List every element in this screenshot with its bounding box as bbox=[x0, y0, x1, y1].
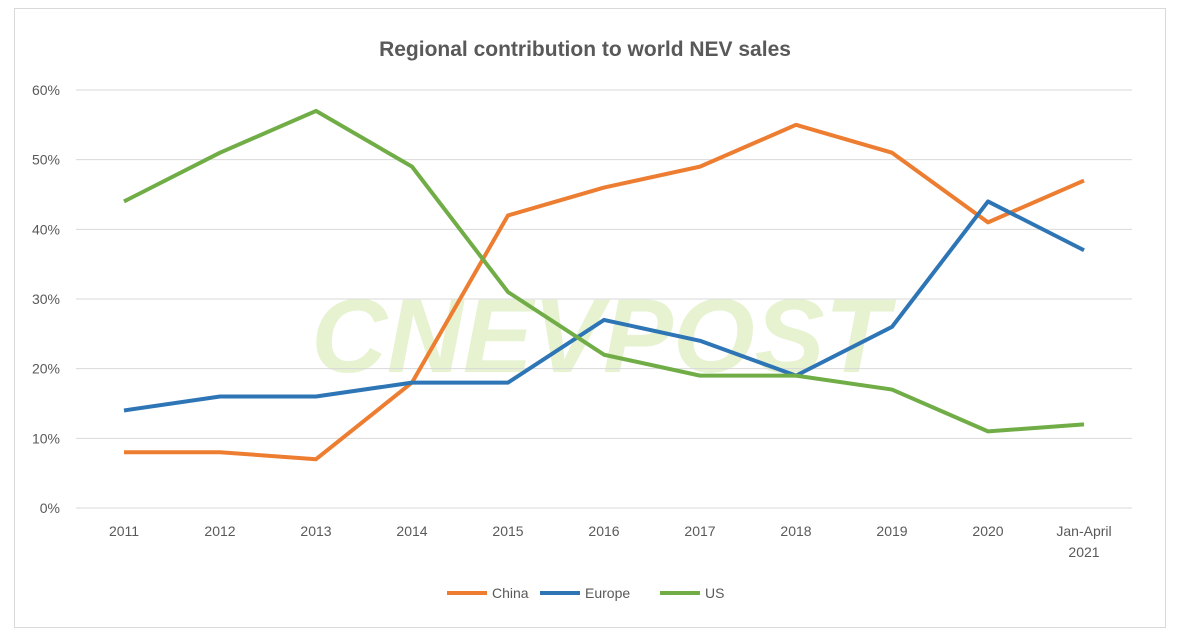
x-tick-label: 2020 bbox=[972, 523, 1003, 539]
legend-label: Europe bbox=[585, 585, 630, 601]
y-tick-label: 10% bbox=[32, 430, 60, 446]
y-tick-label: 60% bbox=[32, 82, 60, 98]
x-tick-label: 2016 bbox=[588, 523, 619, 539]
x-tick-label: Jan-April 2021 bbox=[1056, 523, 1111, 560]
y-tick-label: 30% bbox=[32, 291, 60, 307]
y-tick-label: 0% bbox=[40, 500, 60, 516]
legend-label: China bbox=[492, 585, 529, 601]
x-tick-label: 2015 bbox=[492, 523, 523, 539]
x-tick-label: 2014 bbox=[396, 523, 427, 539]
y-tick-label: 50% bbox=[32, 152, 60, 168]
chart-title: Regional contribution to world NEV sales bbox=[379, 38, 791, 61]
x-tick-label: 2017 bbox=[684, 523, 715, 539]
x-tick-label: 2011 bbox=[109, 523, 139, 539]
x-tick-label: 2013 bbox=[300, 523, 331, 539]
y-tick-label: 40% bbox=[32, 221, 60, 237]
y-tick-label: 20% bbox=[32, 361, 60, 377]
legend-label: US bbox=[705, 585, 724, 601]
x-tick-label: 2018 bbox=[780, 523, 811, 539]
x-tick-label: 2019 bbox=[876, 523, 907, 539]
x-tick-label: 2012 bbox=[204, 523, 235, 539]
chart-area bbox=[14, 8, 1166, 628]
